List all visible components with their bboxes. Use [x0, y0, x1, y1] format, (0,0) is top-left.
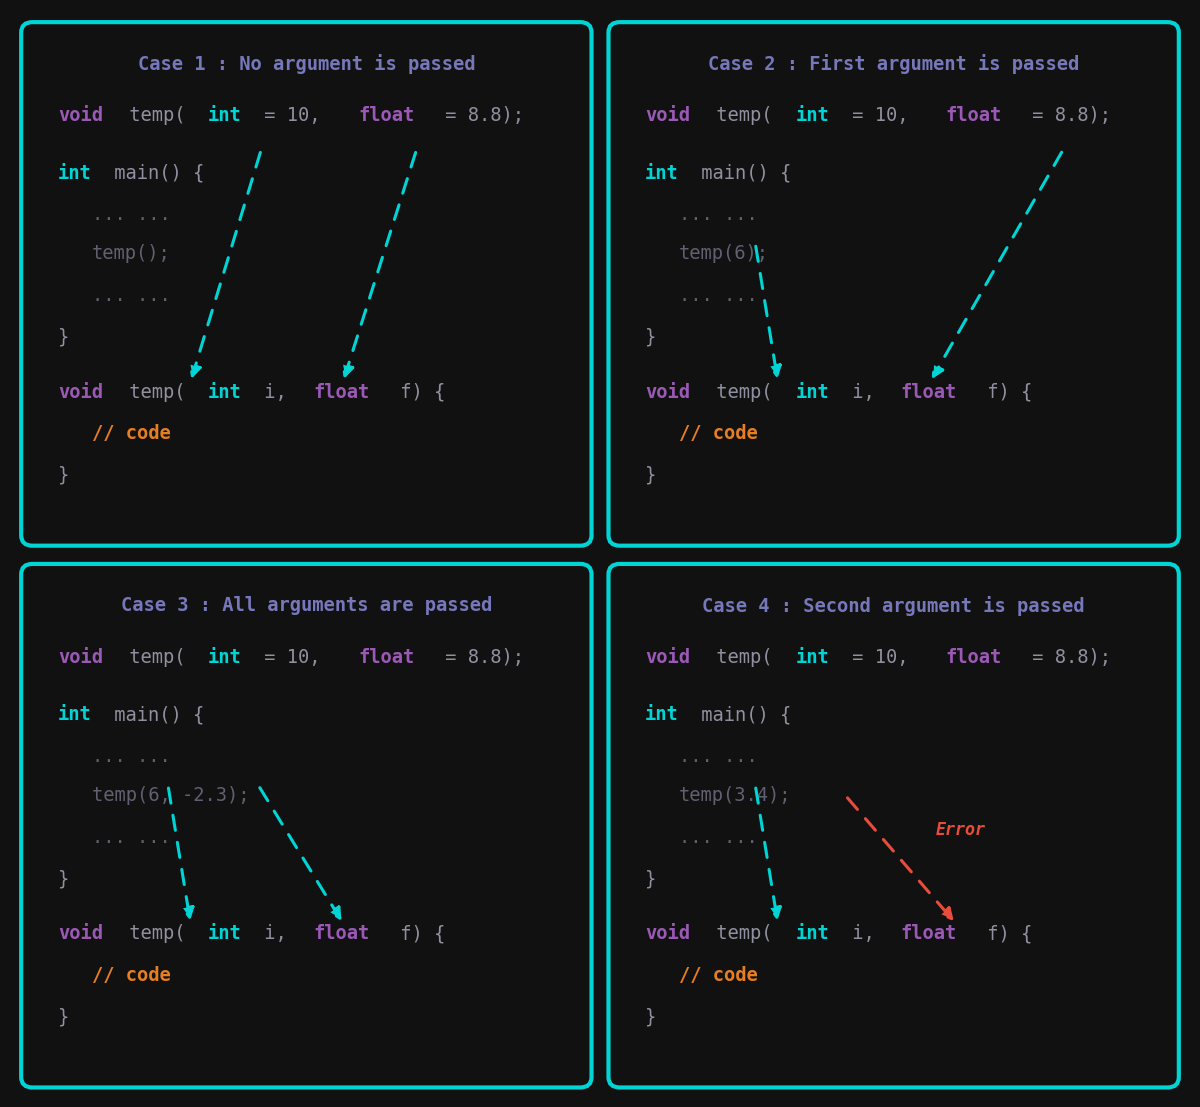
Text: }: }: [58, 466, 70, 485]
Text: void: void: [58, 383, 103, 402]
Text: ... ...: ... ...: [679, 747, 758, 766]
Text: // code: // code: [679, 966, 758, 985]
Text: Error: Error: [936, 820, 986, 839]
Text: f) {: f) {: [976, 383, 1032, 402]
Text: i,: i,: [253, 924, 299, 943]
Text: float: float: [313, 383, 370, 402]
Text: void: void: [58, 106, 103, 125]
Text: int: int: [796, 383, 829, 402]
Text: int: int: [796, 924, 829, 943]
Text: int: int: [208, 924, 242, 943]
Text: temp();: temp();: [91, 245, 170, 263]
Text: i,: i,: [840, 924, 886, 943]
Text: = 8.8);: = 8.8);: [433, 106, 523, 125]
Text: }: }: [646, 870, 656, 889]
Text: void: void: [58, 924, 103, 943]
Text: = 8.8);: = 8.8);: [1021, 106, 1111, 125]
Text: void: void: [646, 924, 690, 943]
Text: i,: i,: [840, 383, 886, 402]
Text: = 10,: = 10,: [253, 106, 332, 125]
Text: int: int: [58, 705, 91, 724]
Text: ... ...: ... ...: [679, 828, 758, 847]
Text: f) {: f) {: [389, 383, 445, 402]
Text: // code: // code: [91, 424, 170, 443]
Text: }: }: [58, 870, 70, 889]
Text: ... ...: ... ...: [91, 828, 170, 847]
Text: temp(: temp(: [706, 383, 773, 402]
Text: float: float: [901, 924, 956, 943]
Text: Case 1 : No argument is passed: Case 1 : No argument is passed: [138, 54, 475, 74]
Text: main() {: main() {: [690, 164, 792, 183]
Text: int: int: [796, 649, 829, 668]
Text: f) {: f) {: [389, 924, 445, 943]
Text: float: float: [359, 106, 415, 125]
Text: = 10,: = 10,: [840, 106, 919, 125]
Text: int: int: [208, 383, 242, 402]
Text: temp(: temp(: [706, 924, 773, 943]
Text: temp(3.4);: temp(3.4);: [679, 786, 792, 805]
Text: i,: i,: [253, 383, 299, 402]
Text: }: }: [646, 466, 656, 485]
FancyBboxPatch shape: [608, 22, 1178, 546]
Text: int: int: [646, 705, 679, 724]
Text: temp(: temp(: [118, 383, 186, 402]
Text: temp(6, -2.3);: temp(6, -2.3);: [91, 786, 250, 805]
Text: temp(: temp(: [706, 649, 773, 668]
Text: int: int: [796, 106, 829, 125]
Text: = 8.8);: = 8.8);: [433, 649, 523, 668]
Text: }: }: [646, 328, 656, 346]
Text: // code: // code: [91, 966, 170, 985]
Text: = 8.8);: = 8.8);: [1021, 649, 1111, 668]
Text: ... ...: ... ...: [679, 206, 758, 225]
Text: void: void: [646, 383, 690, 402]
Text: }: }: [646, 1007, 656, 1026]
Text: }: }: [58, 328, 70, 346]
Text: = 10,: = 10,: [840, 649, 919, 668]
Text: float: float: [946, 106, 1002, 125]
Text: float: float: [313, 924, 370, 943]
Text: ... ...: ... ...: [91, 747, 170, 766]
Text: int: int: [58, 164, 91, 183]
Text: int: int: [646, 164, 679, 183]
Text: int: int: [208, 106, 242, 125]
Text: main() {: main() {: [103, 705, 204, 724]
Text: ... ...: ... ...: [679, 286, 758, 306]
Text: main() {: main() {: [690, 705, 792, 724]
Text: temp(6);: temp(6);: [679, 245, 769, 263]
Text: main() {: main() {: [103, 164, 204, 183]
Text: void: void: [646, 106, 690, 125]
Text: void: void: [58, 649, 103, 668]
Text: Case 2 : First argument is passed: Case 2 : First argument is passed: [708, 54, 1079, 74]
Text: f) {: f) {: [976, 924, 1032, 943]
Text: temp(: temp(: [118, 924, 186, 943]
Text: Case 4 : Second argument is passed: Case 4 : Second argument is passed: [702, 596, 1085, 615]
Text: temp(: temp(: [118, 106, 186, 125]
Text: temp(: temp(: [118, 649, 186, 668]
Text: void: void: [646, 649, 690, 668]
Text: temp(: temp(: [706, 106, 773, 125]
Text: Case 3 : All arguments are passed: Case 3 : All arguments are passed: [121, 596, 492, 615]
FancyBboxPatch shape: [608, 563, 1178, 1087]
FancyBboxPatch shape: [22, 563, 592, 1087]
Text: float: float: [359, 649, 415, 668]
Text: = 10,: = 10,: [253, 649, 332, 668]
Text: ... ...: ... ...: [91, 286, 170, 306]
Text: int: int: [208, 649, 242, 668]
Text: }: }: [58, 1007, 70, 1026]
FancyBboxPatch shape: [22, 22, 592, 546]
Text: ... ...: ... ...: [91, 206, 170, 225]
Text: float: float: [901, 383, 956, 402]
Text: // code: // code: [679, 424, 758, 443]
Text: float: float: [946, 649, 1002, 668]
